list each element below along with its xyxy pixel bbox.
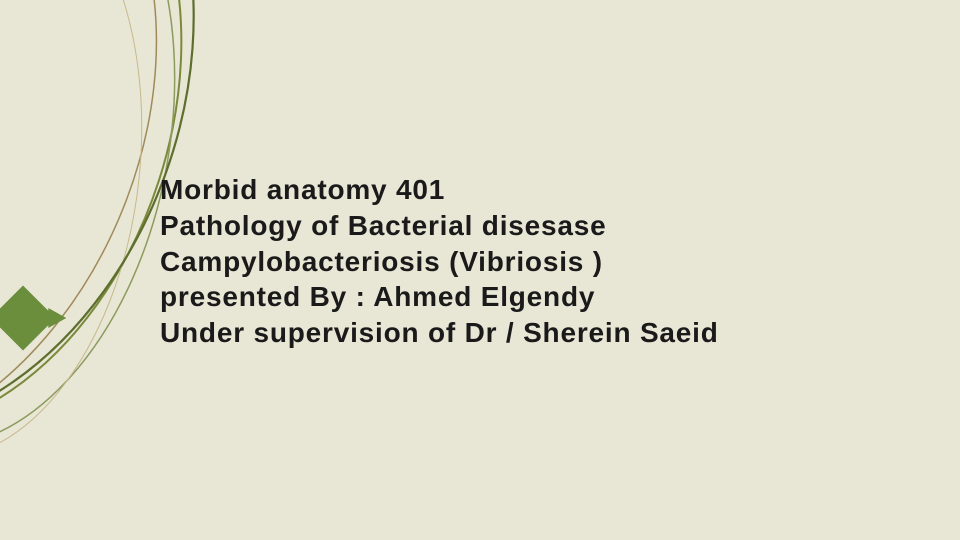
title-line-2: Pathology of Bacterial disesase [160, 208, 920, 244]
title-line-3: Campylobacteriosis (Vibriosis ) [160, 244, 920, 280]
title-line-1: Morbid anatomy 401 [160, 172, 920, 208]
title-line-5: Under supervision of Dr / Sherein Saeid [160, 315, 920, 351]
title-line-4: presented By : Ahmed Elgendy [160, 279, 920, 315]
title-text-block: Morbid anatomy 401 Pathology of Bacteria… [160, 172, 920, 351]
slide: Morbid anatomy 401 Pathology of Bacteria… [0, 0, 960, 540]
